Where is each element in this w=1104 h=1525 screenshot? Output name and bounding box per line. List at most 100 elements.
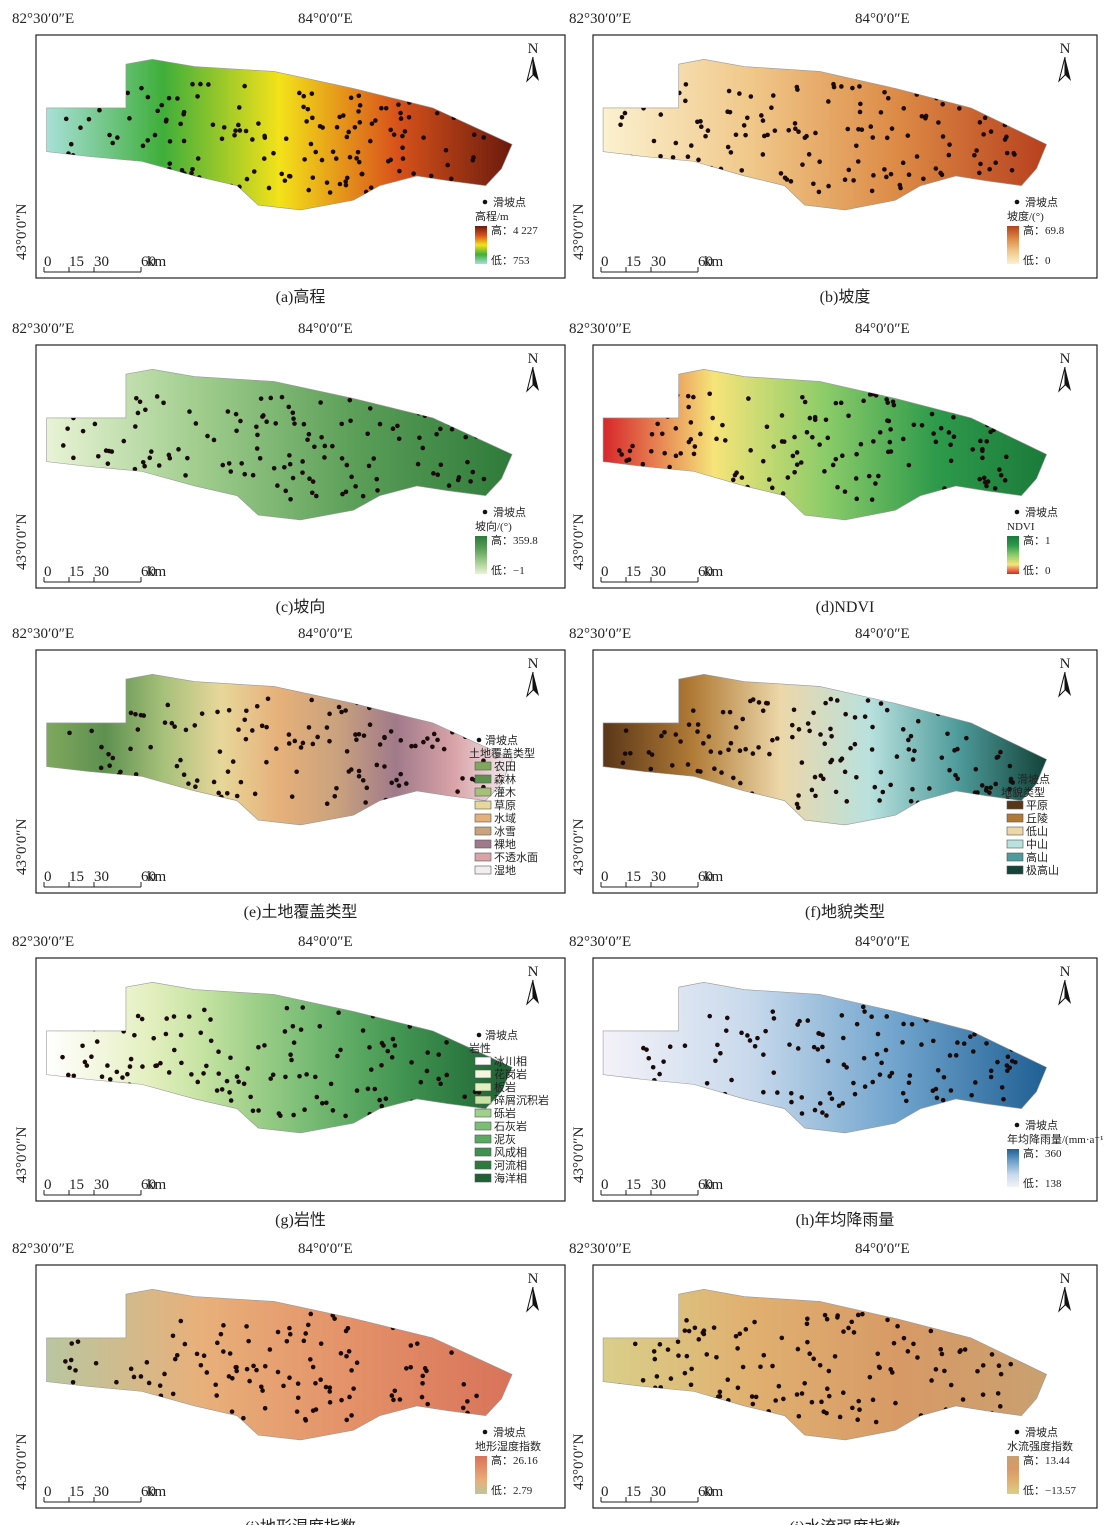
landslide-point <box>807 729 812 734</box>
landslide-point <box>989 1069 994 1074</box>
landslide-point <box>287 453 292 458</box>
landslide-point <box>805 1316 810 1321</box>
landslide-point <box>792 470 797 475</box>
landslide-point <box>949 1383 954 1388</box>
landslide-point <box>304 1072 309 1077</box>
landslide-point <box>158 1383 163 1388</box>
landslide-point <box>283 1075 288 1080</box>
landslide-point <box>850 1406 855 1411</box>
landslide-point <box>674 426 679 431</box>
landslide-point <box>291 416 296 421</box>
landslide-point <box>761 1052 766 1057</box>
landslide-point <box>233 1365 238 1370</box>
landslide-point <box>303 1331 308 1336</box>
landslide-point <box>311 1365 316 1370</box>
landslide-point <box>363 800 368 805</box>
legend-low: 低：0 <box>1023 564 1051 577</box>
landslide-point <box>114 1380 119 1385</box>
landslide-point <box>888 783 893 788</box>
landslide-point <box>339 1351 344 1356</box>
landslide-point <box>65 426 70 431</box>
landslide-point <box>786 128 791 133</box>
landslide-point <box>340 456 345 461</box>
landslide-point <box>425 1402 430 1407</box>
landslide-point <box>684 82 689 87</box>
landslide-point <box>242 84 247 89</box>
north-label: N <box>1060 1271 1071 1287</box>
landslide-point <box>725 1377 730 1382</box>
landslide-point <box>127 116 132 121</box>
landslide-point <box>287 741 292 746</box>
landslide-point <box>394 778 399 783</box>
landslide-point <box>685 1354 690 1359</box>
landslide-point <box>87 117 92 122</box>
landslide-point <box>729 150 734 155</box>
landslide-point <box>289 1058 294 1063</box>
landslide-point <box>175 764 180 769</box>
landslide-point <box>748 1038 753 1043</box>
landslide-point <box>302 1339 307 1344</box>
legend-point <box>1009 777 1014 782</box>
north-label: N <box>1060 41 1071 57</box>
legend-point <box>483 200 488 205</box>
map-panel: 82°30′0″E84°0′0″E43°0′0″NN0153060km滑坡点土地… <box>12 626 565 921</box>
landslide-point <box>934 1367 939 1372</box>
landslide-point <box>734 1334 739 1339</box>
landslide-point <box>69 142 74 147</box>
north-label: N <box>528 351 539 367</box>
scale-label: 0 <box>44 1177 52 1193</box>
legend-swatch <box>475 762 491 770</box>
legend-swatch <box>475 1096 491 1104</box>
landslide-point <box>111 756 116 761</box>
landslide-point <box>686 762 691 767</box>
landslide-point <box>854 452 859 457</box>
landslide-point <box>201 1071 206 1076</box>
landslide-point <box>251 1108 256 1113</box>
landslide-point <box>839 401 844 406</box>
landslide-point <box>140 1064 145 1069</box>
landslide-point <box>396 102 401 107</box>
landslide-point <box>929 1329 934 1334</box>
landslide-point <box>957 106 962 111</box>
landslide-point <box>1006 1054 1011 1059</box>
landslide-point <box>357 774 362 779</box>
landslide-point <box>844 1065 849 1070</box>
landslide-point <box>813 131 818 136</box>
landslide-point <box>803 400 808 405</box>
landslide-point <box>449 1350 454 1355</box>
landslide-point <box>689 1367 694 1372</box>
landslide-point <box>731 478 736 483</box>
landslide-point <box>263 1406 268 1411</box>
legend-swatch <box>1007 840 1023 848</box>
landslide-point <box>763 1029 768 1034</box>
landslide-point <box>751 697 756 702</box>
landslide-point <box>941 1098 946 1103</box>
longitude-label: 84°0′0″E <box>855 321 910 337</box>
landslide-point <box>771 444 776 449</box>
landslide-point <box>115 135 120 140</box>
landslide-point <box>444 148 449 153</box>
landslide-point <box>971 1049 976 1054</box>
landslide-point <box>81 429 86 434</box>
landslide-point <box>789 179 794 184</box>
landslide-point <box>198 82 203 87</box>
legend-high: 高：13.44 <box>1023 1453 1070 1467</box>
landslide-point <box>382 764 387 769</box>
landslide-point <box>695 729 700 734</box>
latitude-label: 43°0′0″N <box>571 818 587 875</box>
landslide-point <box>178 758 183 763</box>
landslide-point <box>796 793 801 798</box>
landslide-point <box>901 727 906 732</box>
legend-class: 草原 <box>494 799 516 812</box>
landslide-point <box>704 1352 709 1357</box>
landslide-point <box>409 744 414 749</box>
landslide-point <box>661 1059 666 1064</box>
landslide-point <box>813 775 818 780</box>
landslide-point <box>378 422 383 427</box>
landslide-point <box>282 465 287 470</box>
landslide-point <box>949 458 954 463</box>
landslide-point <box>328 190 333 195</box>
landslide-point <box>623 751 628 756</box>
landslide-point <box>365 432 370 437</box>
landslide-point <box>221 1323 226 1328</box>
